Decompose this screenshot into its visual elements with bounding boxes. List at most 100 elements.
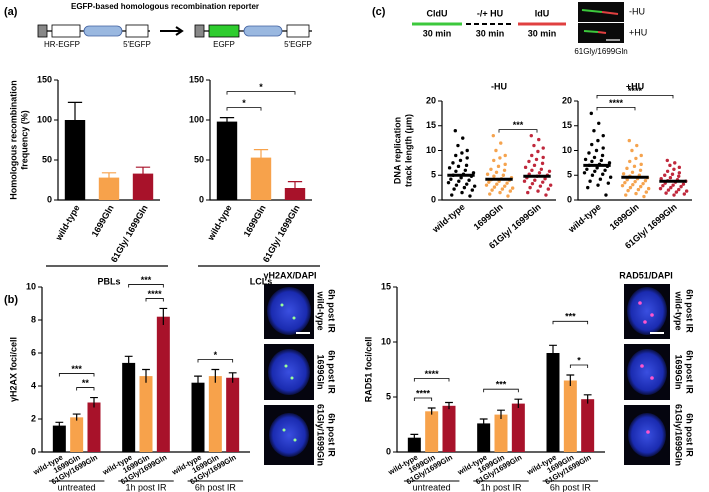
data-point	[599, 158, 604, 163]
data-point	[677, 165, 682, 170]
data-point	[665, 158, 669, 163]
data-point	[661, 183, 665, 188]
data-point	[665, 169, 670, 173]
micrograph-title: RAD51/DAPI	[619, 270, 673, 280]
y-axis-label: track length (μm)	[403, 114, 413, 187]
data-point	[669, 185, 673, 190]
y-tick-label: 5	[431, 170, 436, 180]
x-tick-label: 61Gly/ 1699Gln	[109, 203, 150, 264]
bar	[425, 411, 439, 452]
significance-bracket	[569, 364, 589, 368]
data-point	[506, 194, 510, 198]
data-point	[548, 183, 553, 187]
data-point	[593, 169, 597, 173]
error-bar	[101, 172, 117, 183]
significance-label: *	[214, 350, 218, 360]
significance-bracket	[483, 388, 519, 393]
data-point	[461, 136, 465, 140]
significance-label: ***	[141, 275, 152, 285]
error-bar	[479, 418, 488, 428]
data-point	[672, 167, 676, 172]
bar	[52, 425, 66, 452]
y-tick-label: 0	[31, 446, 36, 456]
error-bar	[72, 413, 81, 421]
data-point	[464, 163, 469, 168]
schematic-title: EGFP-based homologous recombination repo…	[71, 2, 259, 11]
data-point	[623, 180, 627, 185]
micrograph-label: 61Gly/1699Gln	[316, 404, 326, 466]
chart-title: -HU	[491, 81, 507, 91]
construct-label: 5'EGFP	[284, 40, 312, 49]
data-point	[459, 176, 463, 180]
bar	[546, 353, 560, 452]
image-label: 61Gly/1699Gln	[574, 47, 627, 56]
y-axis-label: γH2AX foci/cell	[8, 337, 18, 402]
data-point	[588, 179, 592, 183]
data-point	[460, 190, 464, 195]
error-bar	[194, 375, 202, 390]
bar	[132, 173, 154, 200]
data-point	[462, 185, 467, 190]
data-point	[601, 133, 605, 138]
data-point	[468, 194, 472, 198]
significance-label: *	[259, 82, 263, 92]
data-point	[643, 178, 648, 183]
x-tick-label: wild-type	[205, 203, 234, 243]
data-point	[495, 182, 499, 186]
construct-label: EGFP	[213, 40, 235, 49]
significance-bracket	[498, 129, 538, 133]
data-point	[630, 148, 634, 153]
y-tick-label: 4	[31, 380, 36, 390]
y-tick-label: 10	[426, 145, 436, 155]
y-tick-label: 50	[42, 154, 52, 164]
error-bar	[253, 149, 269, 166]
x-tick-label: 61Gly/ 1699Gln	[261, 203, 302, 264]
data-point	[491, 133, 495, 138]
y-tick-label: 2	[31, 413, 36, 423]
bar	[250, 157, 272, 200]
data-point	[628, 159, 632, 164]
data-point	[639, 162, 643, 167]
data-point	[498, 190, 502, 195]
data-point	[510, 186, 515, 190]
data-point	[487, 180, 491, 184]
data-point	[446, 180, 451, 185]
data-point	[596, 183, 600, 187]
data-point	[532, 143, 536, 148]
data-point	[628, 185, 633, 190]
data-point	[534, 157, 539, 162]
data-point	[592, 155, 597, 160]
data-point	[668, 176, 673, 180]
data-point	[638, 168, 643, 172]
y-tick-label: 20	[426, 95, 436, 105]
y-tick-label: 150	[37, 74, 52, 84]
y-tick-label: 100	[189, 114, 204, 124]
data-point	[585, 167, 589, 172]
data-point	[666, 188, 671, 192]
y-tick-label: 15	[426, 120, 436, 130]
data-point	[494, 148, 498, 153]
error-bar	[514, 398, 523, 408]
data-point	[547, 169, 552, 173]
data-point	[684, 189, 689, 193]
significance-bracket	[128, 284, 164, 288]
bar	[442, 405, 456, 452]
data-point	[494, 170, 499, 174]
error-bar	[142, 368, 150, 383]
data-point	[499, 141, 503, 145]
data-point	[532, 163, 537, 168]
data-point	[635, 143, 639, 148]
group-label: 1h post IR	[480, 482, 522, 492]
significance-label: ****	[425, 369, 440, 379]
significance-bracket	[596, 94, 674, 99]
x-tick-label: 1699Gln	[242, 203, 268, 238]
data-point	[634, 191, 638, 196]
data-point	[463, 168, 468, 172]
data-point	[677, 171, 682, 175]
data-point	[620, 183, 625, 188]
data-point	[627, 138, 631, 143]
data-point	[503, 184, 507, 188]
bar	[581, 399, 595, 452]
data-point	[595, 166, 599, 170]
data-point	[546, 187, 551, 191]
